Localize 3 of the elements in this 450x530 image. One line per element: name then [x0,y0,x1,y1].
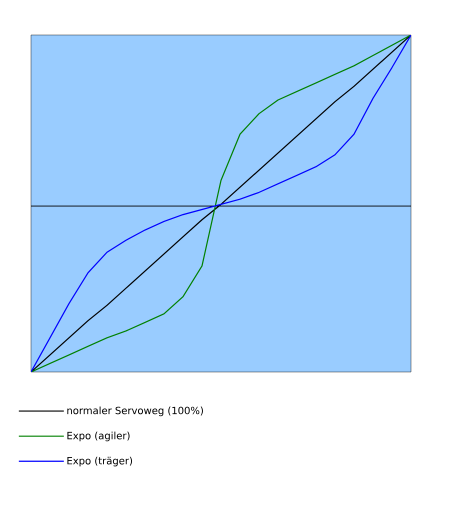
legend-label: normaler Servoweg (100%) [67,406,203,416]
legend-label: Expo (agiler) [67,432,130,442]
legend-label: Expo (träger) [67,456,132,466]
